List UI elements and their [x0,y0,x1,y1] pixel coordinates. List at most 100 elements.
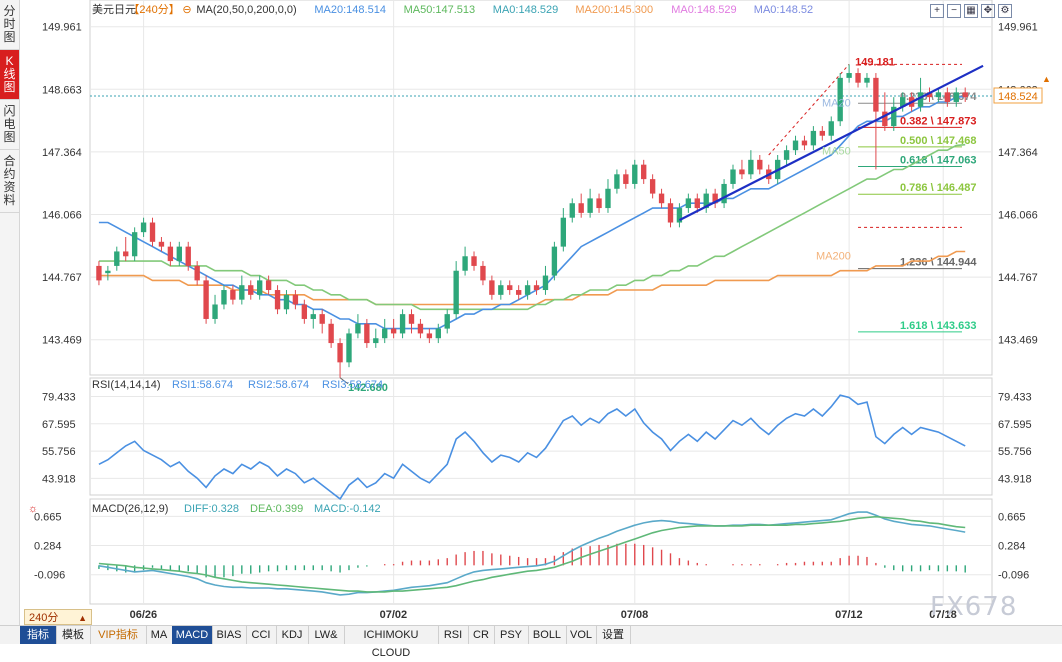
candle-body [649,179,656,194]
tab--[interactable]: 指标 [20,626,57,644]
candle-body [489,280,495,295]
tab-vol[interactable]: VOL [566,626,597,644]
macd-panel-frame [89,498,993,605]
candle-body [703,193,709,209]
candle-body [757,159,763,170]
sidebar-item-2[interactable]: 闪电图 [0,100,19,150]
price-tick-right: 149.961 [998,22,1038,34]
rsi-legend-rsi1: RSI1:58.674 [172,379,233,391]
candle-body [337,343,343,363]
candle-body [257,280,263,295]
candle-body [962,92,968,98]
rsi-legend-title: RSI(14,14,14) [92,379,160,391]
macd-tick-left: -0.096 [34,570,65,582]
tab-ichimoku-cloud[interactable]: ICHIMOKU CLOUD [344,626,439,659]
candle-body [605,188,611,209]
candle-body [783,150,790,160]
chart-svg[interactable]: 149.961149.961148.663148.663147.364147.3… [20,0,1062,625]
ma200-label: MA200 [816,250,851,262]
candle-body [882,111,888,127]
price-tick-right: 147.364 [998,147,1038,159]
tab-macd[interactable]: MACD [172,626,213,644]
tab-lw-[interactable]: LW& [308,626,345,644]
x-tick-label: 07/02 [380,609,408,621]
pan-icon[interactable]: ✥ [981,4,995,18]
macd-legend-dea: DEA:0.399 [250,503,303,515]
x-tick-label: 06/26 [130,609,158,621]
price-panel-frame [89,0,993,376]
settings-icon[interactable]: ⚙ [998,4,1012,18]
candle-body [515,290,522,295]
candle-body [123,251,129,257]
price-arrow-icon: ▲ [1042,74,1051,84]
tab-ma[interactable]: MA [146,626,173,644]
candle-body [685,198,692,209]
candle-body [614,174,620,189]
sidebar-item-3[interactable]: 合约资料 [0,150,19,213]
legend-ma0a: MA0:148.529 [493,4,558,16]
chevron-down-icon: ▲ [78,613,87,623]
candle-body [167,246,174,262]
tab--[interactable]: 设置 [596,626,631,644]
candle-body [453,270,459,315]
candle-body [364,323,370,344]
macd-tick-left: 0.665 [34,511,62,523]
sidebar-item-0[interactable]: 分时图 [0,0,19,50]
candle-body [667,203,674,223]
ma50-label: MA50 [822,146,851,158]
tab-rsi[interactable]: RSI [438,626,469,644]
tab-vip-[interactable]: VIP指标 [90,626,147,644]
candle-body [730,169,736,184]
candle-body [632,164,638,184]
candle-body [676,208,683,223]
tab--[interactable]: 模板 [56,626,91,644]
candle-body [435,328,441,339]
candle-body [274,290,281,310]
candle-body [846,73,852,78]
candle-body [346,333,352,363]
zoom-out-icon[interactable]: − [947,4,961,18]
candle-body [399,314,406,334]
current-price-label: 148.524 [998,91,1038,103]
candle-body [140,222,147,233]
zoom-in-icon[interactable]: + [930,4,944,18]
candle-body [569,203,575,218]
tab-psy[interactable]: PSY [494,626,529,644]
candle-body [301,304,308,319]
candle-body [149,222,156,242]
price-tick-right: 146.066 [998,210,1038,222]
tab-kdj[interactable]: KDJ [276,626,309,644]
macd-tick-right: -0.096 [998,570,1029,582]
tab-cci[interactable]: CCI [246,626,277,644]
low-annotation: 142.680 [348,382,388,394]
tab-bias[interactable]: BIAS [212,626,247,644]
candle-body [578,203,584,213]
price-tick-left: 148.663 [42,84,82,96]
candle-body [658,193,665,204]
candle-body [917,92,924,107]
candle-body [623,174,629,184]
period-selector[interactable]: 240分 ▲ [24,609,92,625]
candle-body [194,265,200,281]
candle-body [105,270,111,274]
candle-body [176,246,182,262]
rsi-tick-right: 79.433 [998,392,1032,404]
candle-body [283,294,290,310]
collapse-icon: ⊖ [182,4,191,16]
tab-cr[interactable]: CR [468,626,495,644]
candle-body [96,265,102,281]
rsi-tick-right: 67.595 [998,419,1032,431]
candle-body [551,246,558,276]
fib-level-label: 0.786 \ 146.487 [900,182,976,194]
price-tick-right: 144.767 [998,272,1038,284]
tab-boll[interactable]: BOLL [528,626,567,644]
candle-body [426,333,433,339]
price-tick-left: 143.469 [42,335,82,347]
macd-diff-line [98,511,966,596]
fib-level-label: 0.618 \ 147.063 [900,154,976,166]
candle-body [953,92,959,102]
grid-icon[interactable]: ▦ [964,4,978,18]
rsi-line [98,394,966,501]
candle-body [230,290,236,300]
